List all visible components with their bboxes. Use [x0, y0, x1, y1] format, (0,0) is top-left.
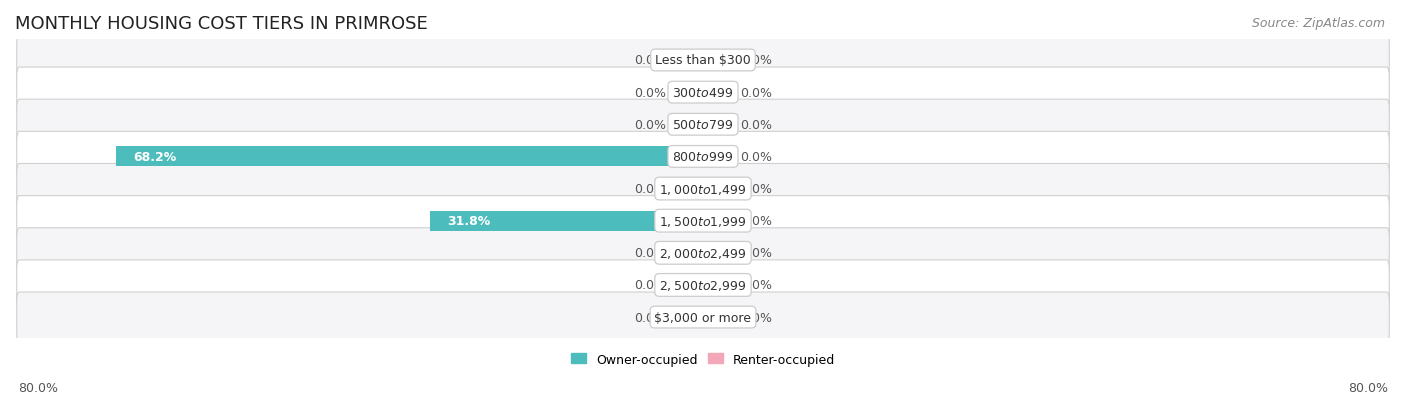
- Text: 0.0%: 0.0%: [634, 311, 666, 324]
- Text: 0.0%: 0.0%: [634, 279, 666, 292]
- Bar: [117, 147, 703, 167]
- FancyBboxPatch shape: [17, 196, 1389, 246]
- Text: 0.0%: 0.0%: [740, 183, 772, 196]
- Bar: [673, 307, 703, 327]
- Text: MONTHLY HOUSING COST TIERS IN PRIMROSE: MONTHLY HOUSING COST TIERS IN PRIMROSE: [15, 15, 427, 33]
- Text: 0.0%: 0.0%: [634, 183, 666, 196]
- Text: $1,500 to $1,999: $1,500 to $1,999: [659, 214, 747, 228]
- Text: 0.0%: 0.0%: [740, 279, 772, 292]
- Text: 0.0%: 0.0%: [740, 247, 772, 260]
- Text: $2,500 to $2,999: $2,500 to $2,999: [659, 278, 747, 292]
- Text: $2,000 to $2,499: $2,000 to $2,499: [659, 246, 747, 260]
- FancyBboxPatch shape: [17, 260, 1389, 310]
- Text: 0.0%: 0.0%: [634, 55, 666, 67]
- Bar: [673, 243, 703, 263]
- Text: 80.0%: 80.0%: [18, 382, 58, 394]
- Text: 80.0%: 80.0%: [1348, 382, 1388, 394]
- Bar: [673, 115, 703, 135]
- FancyBboxPatch shape: [17, 68, 1389, 118]
- Text: $800 to $999: $800 to $999: [672, 151, 734, 164]
- FancyBboxPatch shape: [17, 36, 1389, 86]
- Bar: [673, 51, 703, 71]
- Bar: [703, 275, 733, 295]
- Bar: [429, 211, 703, 231]
- Text: 0.0%: 0.0%: [634, 86, 666, 100]
- Text: 0.0%: 0.0%: [740, 86, 772, 100]
- Bar: [703, 51, 733, 71]
- Bar: [703, 243, 733, 263]
- Bar: [673, 83, 703, 103]
- Text: Less than $300: Less than $300: [655, 55, 751, 67]
- Bar: [673, 275, 703, 295]
- Text: $300 to $499: $300 to $499: [672, 86, 734, 100]
- Bar: [703, 83, 733, 103]
- Text: 0.0%: 0.0%: [740, 311, 772, 324]
- Text: $500 to $799: $500 to $799: [672, 119, 734, 131]
- Bar: [703, 211, 733, 231]
- Text: 0.0%: 0.0%: [740, 119, 772, 131]
- Text: 31.8%: 31.8%: [447, 215, 489, 228]
- FancyBboxPatch shape: [17, 132, 1389, 182]
- Bar: [703, 147, 733, 167]
- Text: 0.0%: 0.0%: [740, 55, 772, 67]
- Text: 68.2%: 68.2%: [134, 151, 177, 164]
- Text: Source: ZipAtlas.com: Source: ZipAtlas.com: [1251, 17, 1385, 29]
- Bar: [703, 307, 733, 327]
- Text: 0.0%: 0.0%: [740, 151, 772, 164]
- FancyBboxPatch shape: [17, 292, 1389, 342]
- Bar: [673, 179, 703, 199]
- FancyBboxPatch shape: [17, 100, 1389, 150]
- Legend: Owner-occupied, Renter-occupied: Owner-occupied, Renter-occupied: [567, 348, 839, 371]
- Bar: [703, 179, 733, 199]
- Text: $3,000 or more: $3,000 or more: [655, 311, 751, 324]
- Text: 0.0%: 0.0%: [740, 215, 772, 228]
- FancyBboxPatch shape: [17, 228, 1389, 278]
- FancyBboxPatch shape: [17, 164, 1389, 214]
- Text: $1,000 to $1,499: $1,000 to $1,499: [659, 182, 747, 196]
- Text: 0.0%: 0.0%: [634, 119, 666, 131]
- Bar: [703, 115, 733, 135]
- Text: 0.0%: 0.0%: [634, 247, 666, 260]
